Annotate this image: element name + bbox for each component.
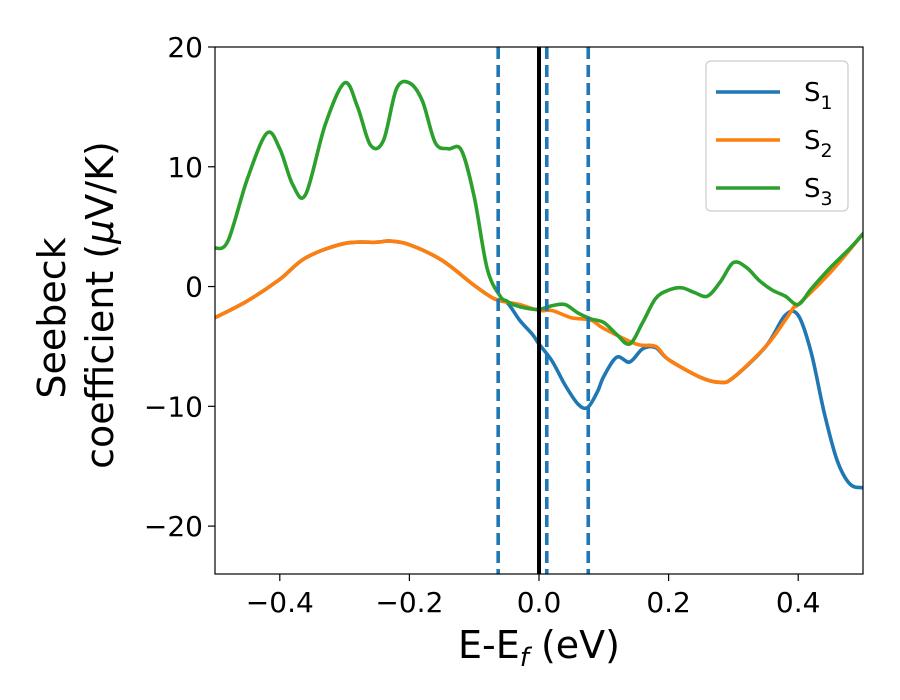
x-axis-ticks: −0.4 −0.2 0.0 0.2 0.4 [246,574,821,619]
x-tick-label: 0.0 [517,586,562,619]
x-axis-label-unit: (eV) [529,623,620,667]
legend: S1 S2 S3 [705,60,849,212]
y-tick-label: 0 [185,271,203,304]
legend-label-s3: S3 [804,174,833,210]
legend-box [705,60,849,212]
x-tick-label: 0.2 [646,586,691,619]
y-axis-label-suffix: V/K) [78,141,122,220]
y-axis-label-mu: μ [78,220,122,245]
x-tick-label: −0.2 [375,586,443,619]
reference-lines [496,47,591,574]
y-axis-label-line2: coefficient (μV/K) [78,141,122,469]
y-tick-label: 10 [167,151,203,184]
y-tick-label: −20 [144,510,203,543]
y-axis-label-prefix: coefficient ( [78,244,122,469]
x-tick-label: 0.4 [776,586,821,619]
legend-label-s2: S2 [804,126,833,162]
y-axis-label-line1: Seebeck [30,237,74,398]
y-axis-label-line1-text: Seebeck [30,237,74,398]
legend-items: S1 S2 S3 [716,78,833,210]
y-axis-ticks: −20 −10 0 10 20 [144,31,215,543]
x-tick-label: −0.4 [246,586,314,619]
x-axis-label: E-Ef (eV) [458,623,620,673]
y-tick-label: 20 [167,31,203,64]
x-axis-label-main: E-E [458,623,520,667]
series-line-s2 [215,232,863,385]
legend-label-s1: S1 [804,78,833,114]
plot-area [215,47,863,574]
y-tick-label: −10 [144,390,203,423]
